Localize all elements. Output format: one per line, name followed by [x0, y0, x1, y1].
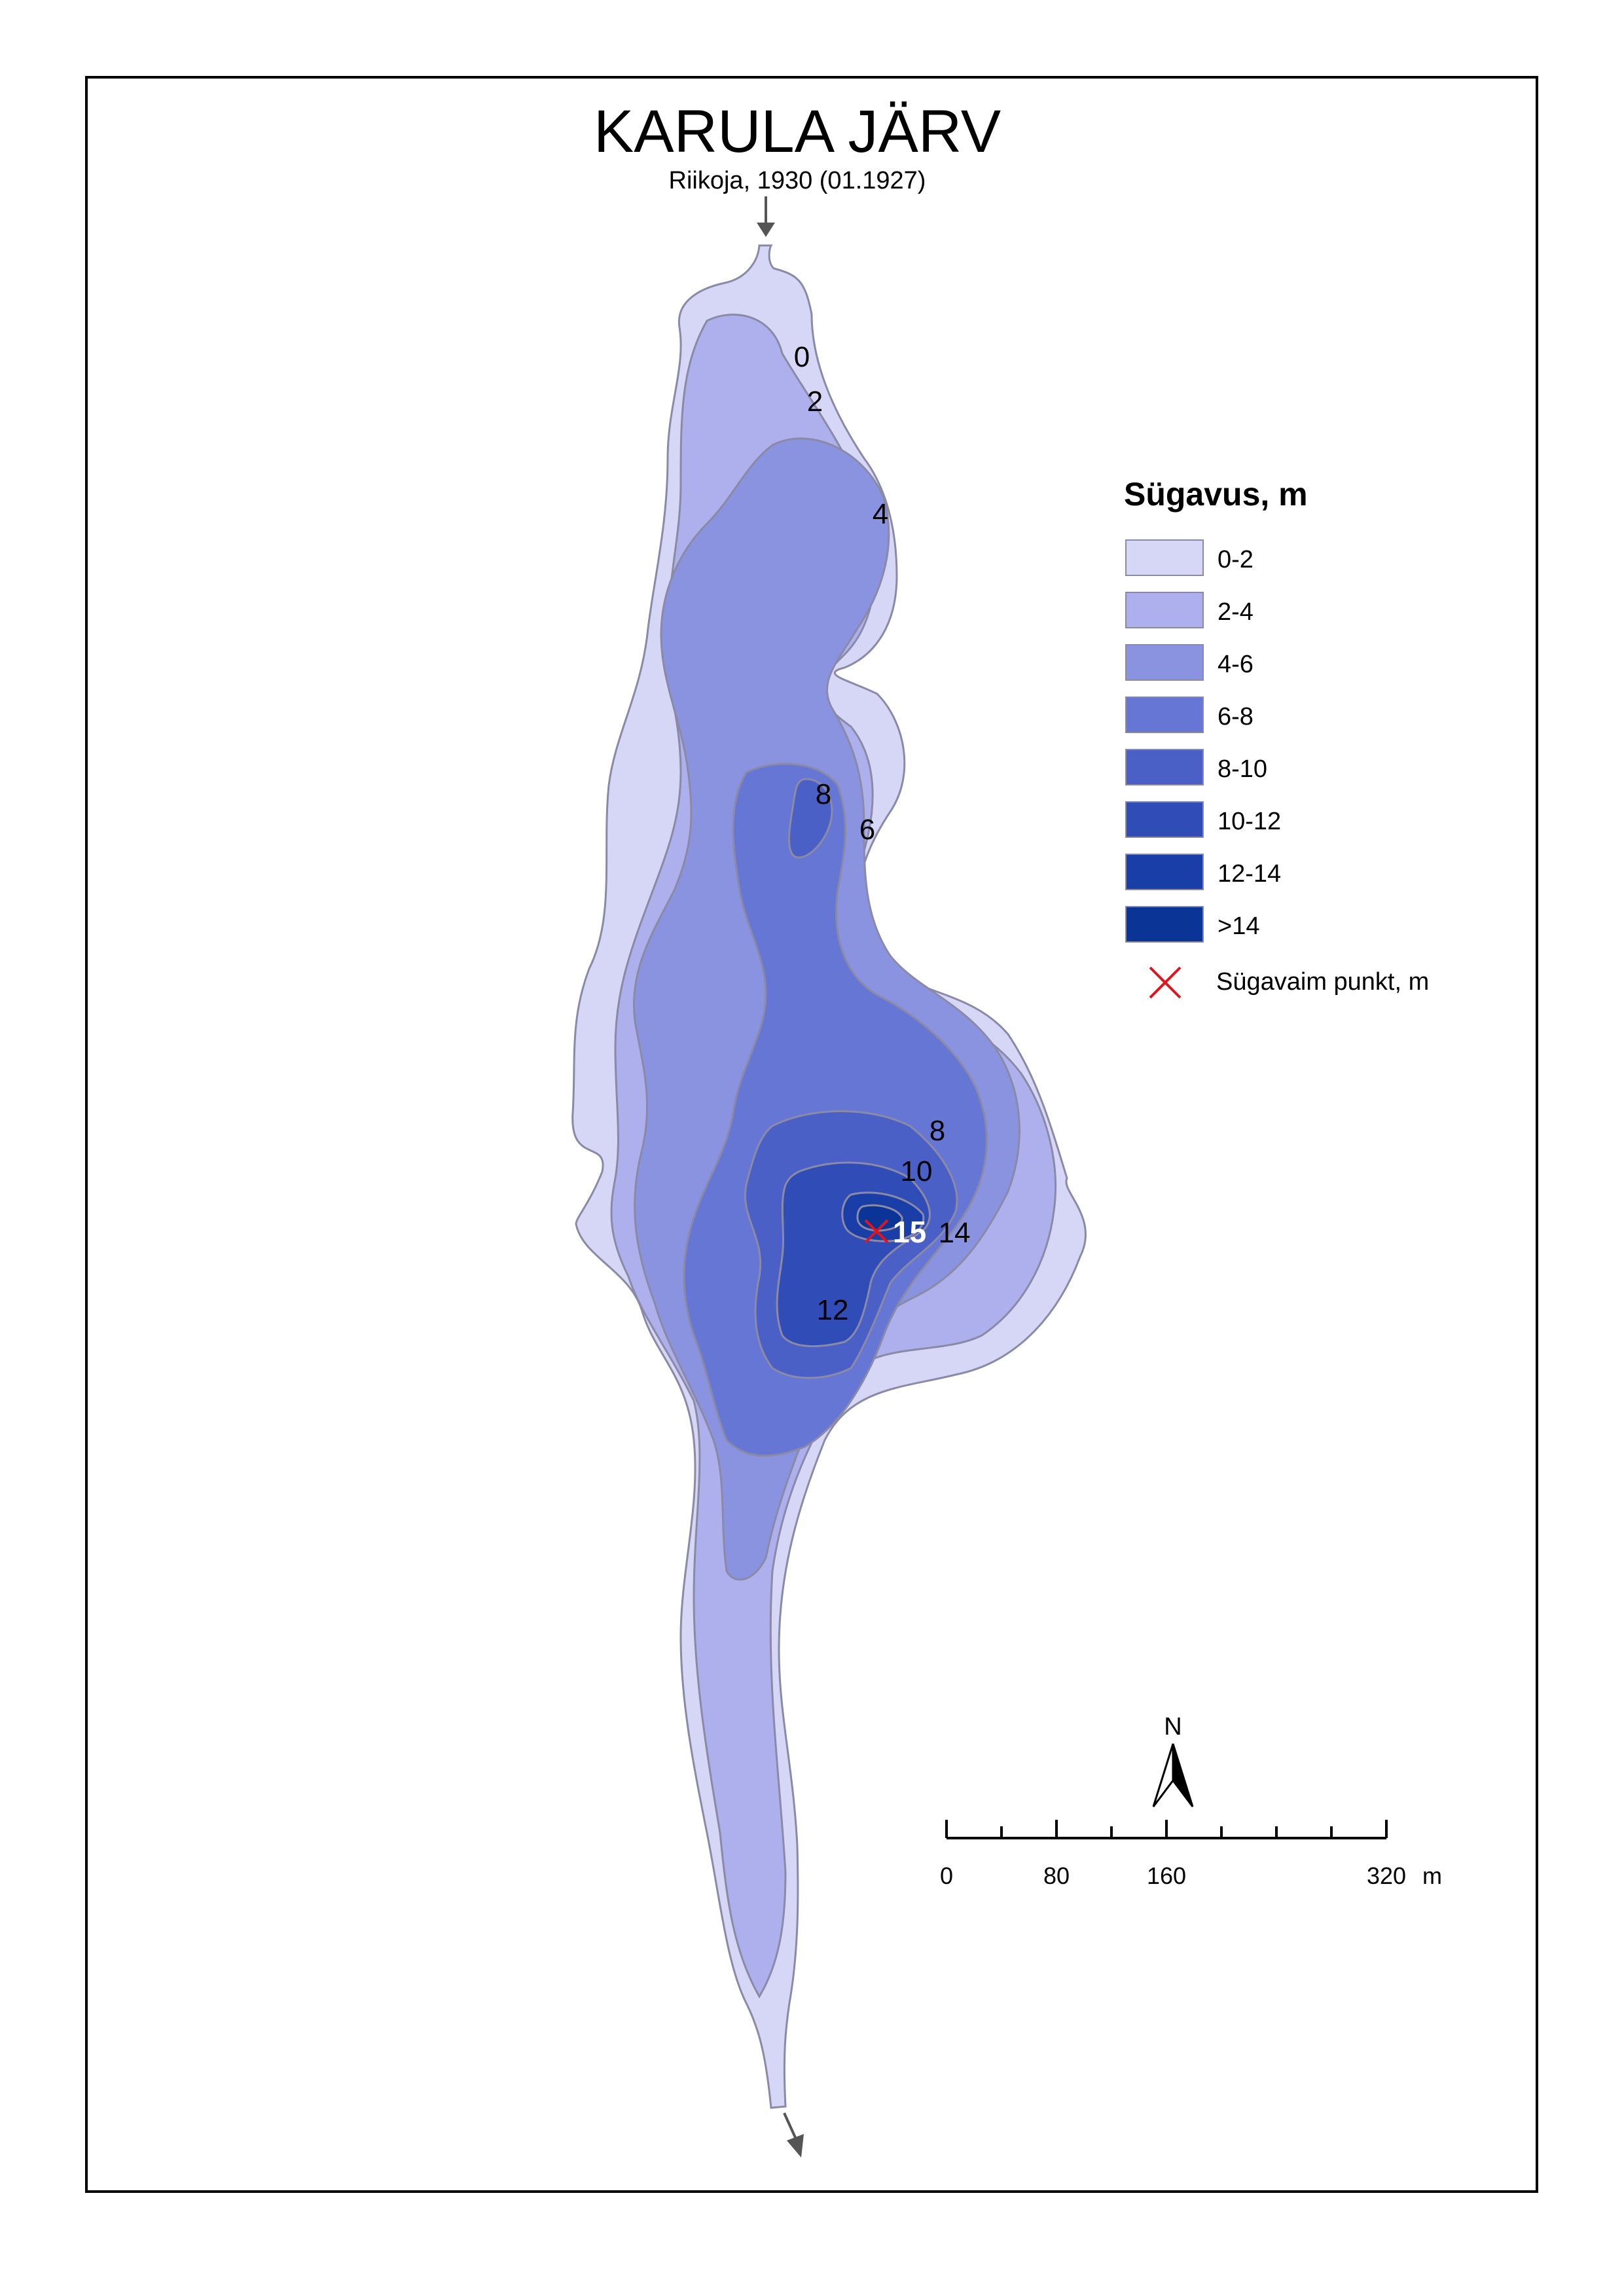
- scale-label-160: 160: [1147, 1862, 1186, 1889]
- scale-label-unit: m: [1422, 1862, 1442, 1889]
- scale-label-0: 0: [940, 1862, 953, 1889]
- legend-label-4: 8-10: [1218, 755, 1267, 783]
- contour-label-10: 10: [901, 1155, 933, 1187]
- contour-label-0: 0: [794, 341, 810, 373]
- legend-swatch-4: [1125, 749, 1204, 786]
- legend-label-0: 0-2: [1218, 546, 1254, 573]
- legend-label-7: >14: [1218, 913, 1259, 940]
- contour-label-12: 12: [817, 1294, 849, 1326]
- legend-swatch-0: [1125, 539, 1204, 576]
- contour-label-6: 6: [859, 814, 875, 846]
- legend-swatch-5: [1125, 801, 1204, 838]
- north-arrow-right-icon: [1172, 1743, 1194, 1807]
- contour-label-14: 14: [939, 1217, 971, 1249]
- legend-label-5: 10-12: [1218, 808, 1281, 835]
- map-subtitle: Riikoja, 1930 (01.1927): [669, 167, 926, 194]
- north-arrow: N: [1152, 1713, 1194, 1807]
- map-frame: [85, 76, 1538, 2193]
- legend-swatch-2: [1125, 644, 1204, 681]
- depth-legend: Sügavus, m 0-2 2-4 4-6 6-8 8-10 10-12 12-14 >14…: [1124, 476, 1429, 999]
- contour-label-8-north: 8: [816, 778, 831, 810]
- legend-swatch-1: [1125, 592, 1204, 628]
- lake-bathymetry: [571, 244, 1087, 2109]
- scale-bar: 0 80 160 320 m: [940, 1820, 1442, 1889]
- outflow-arrow-icon: [783, 2112, 804, 2158]
- legend-swatch-6: [1125, 854, 1204, 890]
- legend-title: Sügavus, m: [1124, 476, 1308, 513]
- legend-deepest-point: Sügavaim punkt, m: [1149, 966, 1429, 999]
- legend-label-2: 4-6: [1218, 651, 1254, 678]
- legend-label-1: 2-4: [1218, 598, 1254, 626]
- legend-label-3: 6-8: [1218, 703, 1254, 731]
- legend-swatch-7: [1125, 906, 1204, 943]
- legend-deepest-point-label: Sügavaim punkt, m: [1216, 968, 1429, 996]
- contour-label-8: 8: [929, 1115, 945, 1147]
- contour-label-2: 2: [807, 386, 823, 418]
- legend-label-6: 12-14: [1218, 860, 1281, 888]
- scale-label-320: 320: [1367, 1862, 1406, 1889]
- map-title: KARULA JÄRV: [594, 98, 1001, 165]
- inflow-arrow-icon: [757, 196, 775, 237]
- legend-swatch-3: [1125, 696, 1204, 733]
- deepest-point-value: 15: [893, 1215, 926, 1249]
- north-arrow-label: N: [1164, 1713, 1182, 1741]
- deepest-point-marker-icon: [864, 1219, 889, 1244]
- contour-label-4: 4: [873, 498, 888, 530]
- north-arrow-left-icon: [1152, 1743, 1174, 1807]
- scale-label-80: 80: [1043, 1862, 1070, 1889]
- depth-zone-8-10-north: [788, 778, 833, 859]
